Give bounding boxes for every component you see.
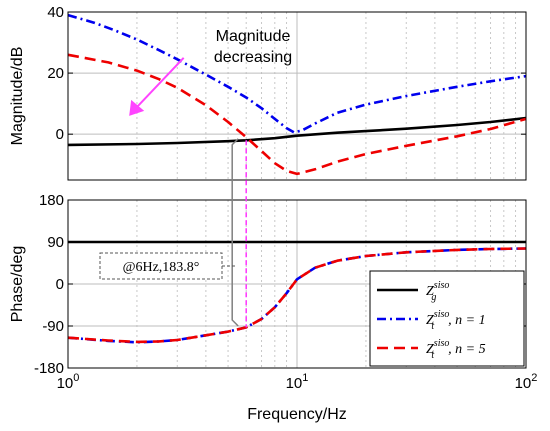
y-tick-label: -90 (42, 318, 64, 335)
crossing-marker (231, 138, 247, 328)
decrease-arrow-shaft (136, 57, 185, 108)
magnitude-annotation: Magnitude decreasing (129, 28, 292, 116)
x-tick-label: 102 (515, 372, 538, 392)
x-tick-label: 100 (57, 372, 80, 392)
phase-y-ticks: 180 90 0 -90 -180 (34, 192, 526, 377)
y-tick-label: 20 (47, 65, 64, 82)
legend: Zsiso g Zsiso t, n = 1 Zsiso t, n = 5 (369, 270, 525, 367)
magnitude-annotation-text: Magnitude (216, 28, 291, 45)
phase-series (67, 240, 527, 344)
series-line-g (67, 116, 527, 147)
magnitude-axes-frame (67, 11, 527, 181)
x-tick-label: 101 (286, 372, 309, 392)
callout-text: @6Hz,183.8° (123, 260, 200, 275)
legend-label-2: Zsiso t, n = 1 (426, 309, 486, 332)
series-line-t1 (67, 13, 527, 134)
phase-callout: @6Hz,183.8° (99, 252, 236, 280)
magnitude-annotation-text: decreasing (214, 49, 292, 66)
decrease-arrow-head (129, 99, 145, 116)
y-tick-label: 0 (56, 126, 64, 143)
legend-label-3: Zsiso t, n = 5 (426, 338, 486, 361)
magnitude-series (67, 13, 527, 176)
frequency-x-ticks: 100 101 102 (57, 372, 538, 392)
magnitude-y-ticks: 40 20 0 (47, 4, 526, 143)
y-tick-label: 0 (56, 276, 64, 293)
series-line-t5 (67, 247, 527, 344)
phase-y-axis-label: Phase/deg (9, 246, 26, 323)
magnitude-y-axis-label: Magnitude/dB (9, 47, 26, 146)
frequency-x-axis-label: Frequency/Hz (247, 406, 347, 423)
y-tick-label: 90 (47, 234, 64, 251)
legend-label-1: Zsiso g (426, 280, 449, 303)
y-tick-label: 40 (47, 4, 64, 21)
magnitude-grid (68, 12, 526, 180)
series-line-t5 (67, 53, 527, 176)
y-tick-label: 180 (39, 192, 64, 209)
crossing-bracket (231, 138, 239, 327)
y-tick-label: -180 (34, 360, 64, 377)
magnitude-panel: 40 20 0 Magnitude/dB (9, 4, 527, 181)
legend-box (369, 270, 525, 367)
